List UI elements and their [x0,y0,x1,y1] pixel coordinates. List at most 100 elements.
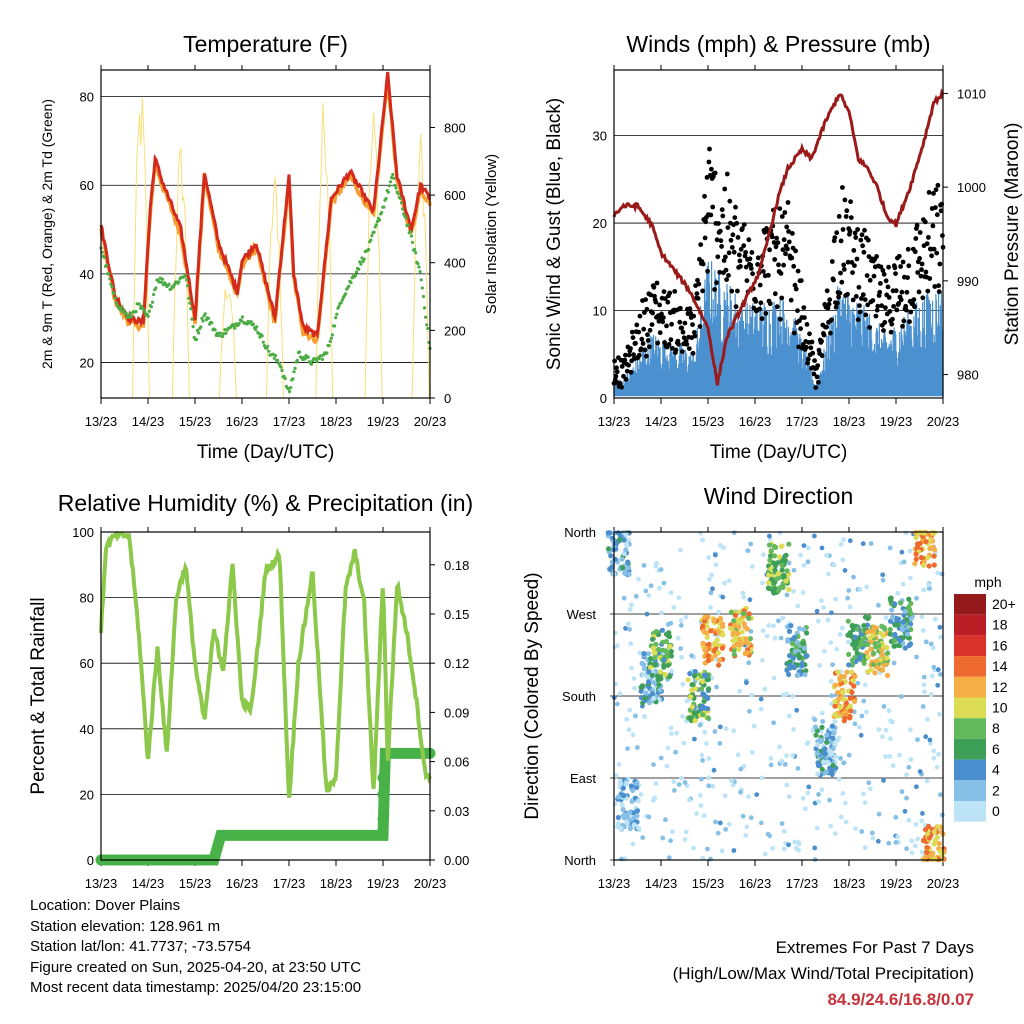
gust-point [813,385,819,390]
direction-point [832,711,838,718]
direction-point [624,542,630,548]
y-tick-label: 40 [80,722,94,737]
direction-point [784,753,789,759]
direction-point [708,628,714,634]
direction-point [830,745,836,752]
direction-point [832,699,838,705]
direction-point [682,837,688,842]
direction-point [735,642,742,648]
gust-point [883,278,889,284]
direction-point [826,748,832,754]
gust-point [802,315,807,320]
direction-point [747,708,752,714]
direction-point [796,840,801,845]
direction-point [828,640,834,645]
gust-point [912,249,918,255]
elevation-text: Station elevation: 128.961 m [30,917,221,935]
direction-point [691,710,698,716]
gust-point [767,247,772,253]
gust-point [722,186,728,192]
gust-point [885,284,891,290]
direction-point [794,707,800,713]
gust-point [721,258,727,263]
direction-point [790,655,797,661]
direction-point [658,567,664,572]
direction-point [652,650,658,656]
y-right-tick-label: 0.18 [444,558,469,573]
gust-point [821,332,827,338]
direction-point [709,572,714,578]
direction-point [840,711,846,717]
direction-point [680,681,686,687]
direction-point [852,673,858,680]
direction-point [700,712,706,718]
dewpoint-point [328,339,332,343]
dewpoint-point [418,270,422,274]
gust-point [825,305,831,311]
y-tick-label: 60 [80,656,94,671]
direction-point [658,755,664,761]
direction-point [825,571,831,577]
dewpoint-point [134,310,138,314]
gust-point [807,331,812,337]
gust-point [797,318,802,324]
direction-point [641,563,647,568]
gust-point [712,287,717,292]
gust-point [904,289,910,295]
gust-point [774,235,779,241]
gust-point [855,317,861,323]
direction-point [829,610,834,616]
dewpoint-point [369,238,373,242]
direction-point [645,651,652,657]
gust-point [812,358,817,363]
direction-point [714,684,719,690]
gust-point [700,261,706,267]
dewpoint-point [340,298,344,302]
gust-point [741,243,747,249]
direction-point [832,703,838,709]
gust-point [725,225,731,231]
gust-point [893,288,899,294]
direction-point [731,848,737,853]
direction-point [920,628,926,633]
direction-point [815,750,821,756]
dewpoint-point [273,353,277,358]
sonic-wind-bars [613,261,944,397]
x-tick-label: 18/23 [320,414,353,429]
dewpoint-point [187,296,191,300]
gust-point [903,307,909,313]
gust-point [696,281,702,287]
direction-point [880,572,886,578]
direction-point [904,631,911,637]
direction-point [804,653,810,659]
gust-point [630,335,636,340]
gust-point [791,263,797,269]
gust-point [843,214,849,219]
gust-point [776,262,781,268]
direction-point [925,717,930,722]
gust-point [832,235,838,241]
direction-point [642,695,648,701]
direction-point [704,634,710,640]
gust-point [803,344,809,350]
direction-point [912,843,918,849]
direction-point [744,640,751,646]
direction-point [879,652,886,658]
direction-point [868,646,874,652]
direction-point [891,643,898,649]
gust-point [636,329,642,335]
direction-point [661,657,667,663]
direction-point [796,625,803,632]
direction-point [726,578,732,584]
direction-point [729,778,734,783]
direction-point [792,664,798,670]
direction-point [716,629,722,635]
direction-point [884,655,890,661]
direction-point [852,634,858,640]
direction-point [623,626,628,631]
recent-text: Most recent data timestamp: 2025/04/20 2… [30,979,362,996]
direction-point [758,696,764,702]
direction-point [806,784,812,790]
direction-point [837,632,843,637]
direction-point [904,772,909,778]
